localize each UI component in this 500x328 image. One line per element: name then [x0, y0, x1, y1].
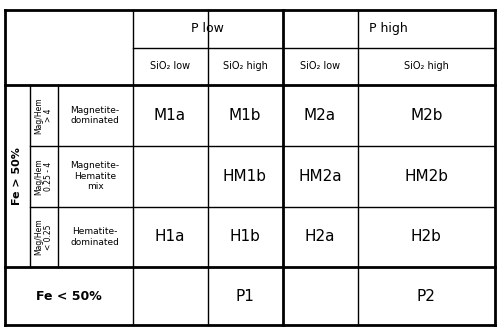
Text: H1b: H1b	[230, 230, 260, 244]
Text: P low: P low	[191, 22, 224, 35]
Text: Magnetite-
dominated: Magnetite- dominated	[70, 106, 120, 125]
Text: Mag/Hem
< 0.25: Mag/Hem < 0.25	[34, 219, 54, 255]
Text: M2a: M2a	[304, 108, 336, 123]
Text: M2b: M2b	[410, 108, 442, 123]
Text: P1: P1	[236, 289, 255, 303]
Text: SiO₂ high: SiO₂ high	[404, 61, 448, 72]
Text: HM2b: HM2b	[404, 169, 448, 184]
Text: Mag/Hem
> 4: Mag/Hem > 4	[34, 97, 54, 134]
Text: SiO₂ low: SiO₂ low	[150, 61, 190, 72]
Text: M1a: M1a	[154, 108, 186, 123]
Text: HM2a: HM2a	[298, 169, 342, 184]
Text: Hematite-
dominated: Hematite- dominated	[70, 227, 120, 247]
Text: M1b: M1b	[229, 108, 261, 123]
Text: P2: P2	[417, 289, 436, 303]
Text: P high: P high	[370, 22, 408, 35]
Text: Mag/Hem
0.25 - 4: Mag/Hem 0.25 - 4	[34, 158, 54, 195]
Text: Fe > 50%: Fe > 50%	[12, 147, 22, 205]
Text: H1a: H1a	[154, 230, 185, 244]
Text: Magnetite-
Hematite
mix: Magnetite- Hematite mix	[70, 161, 120, 191]
Text: H2a: H2a	[304, 230, 335, 244]
Text: SiO₂ low: SiO₂ low	[300, 61, 340, 72]
Text: Fe < 50%: Fe < 50%	[36, 290, 102, 302]
Text: H2b: H2b	[411, 230, 442, 244]
Text: HM1b: HM1b	[223, 169, 267, 184]
Text: SiO₂ high: SiO₂ high	[222, 61, 268, 72]
